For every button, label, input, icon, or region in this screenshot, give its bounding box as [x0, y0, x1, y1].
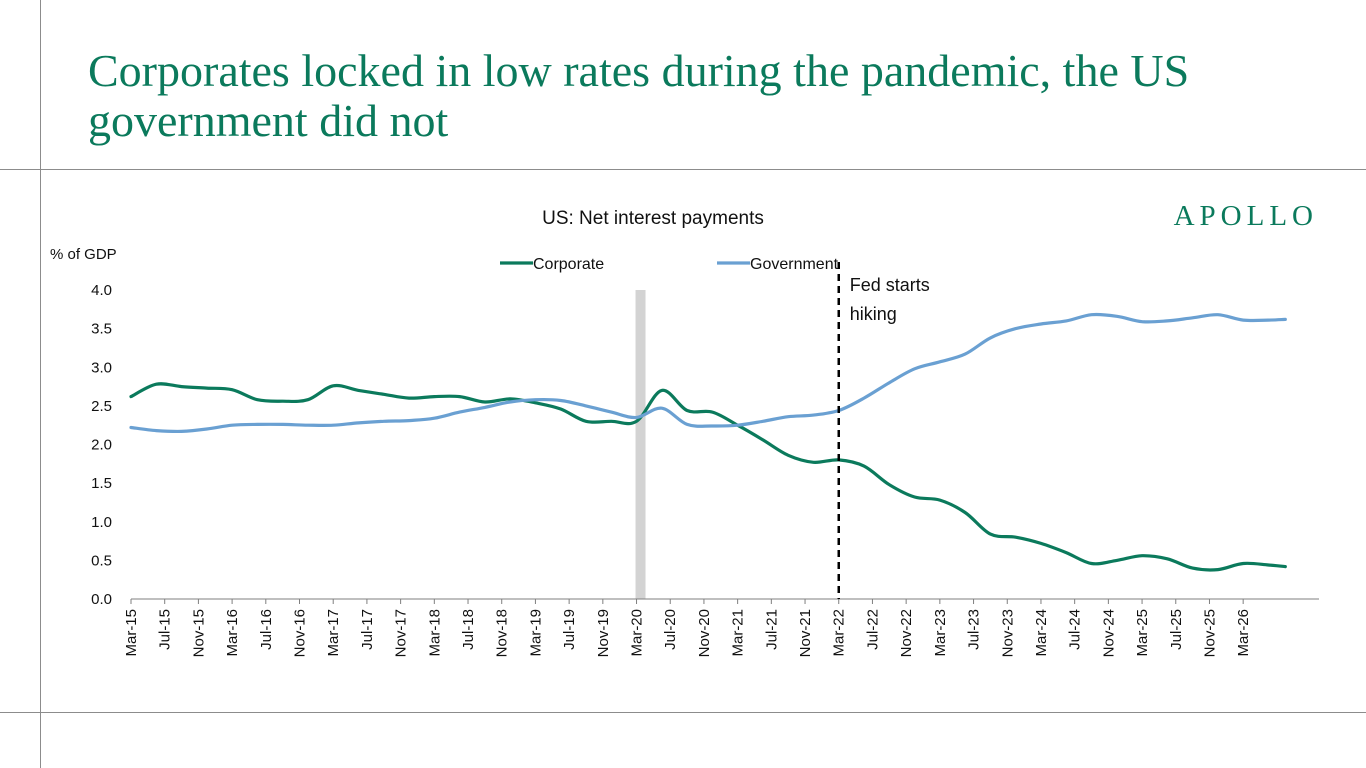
y-tick-label: 4.0 — [91, 282, 112, 299]
x-tick-label: Nov-21 — [797, 609, 814, 657]
marker-layer: Fed starts hiking — [837, 262, 930, 599]
series-line-government — [129, 312, 1287, 434]
frame-bottom-divider — [0, 712, 1366, 713]
legend-label-corporate: Corporate — [533, 256, 604, 273]
x-tick-label: Nov-24 — [1100, 609, 1117, 657]
series-layer — [129, 312, 1287, 572]
x-tick-label: Jul-22 — [864, 609, 881, 650]
x-tick-label: Nov-25 — [1201, 609, 1218, 657]
chart-title: US: Net interest payments — [542, 208, 764, 229]
x-tick-label: Mar-20 — [629, 609, 646, 657]
x-tick-label: Jul-17 — [359, 609, 376, 650]
brand-logo: APOLLO — [1173, 200, 1318, 232]
axes: 0.0 0.5 1.0 1.5 2.0 2.5 3.0 3.5 4.0 Mar-15 Jul-15 N… — [91, 282, 1319, 657]
headline: Corporates locked in low rates during th… — [88, 45, 1190, 146]
x-tick-label: Nov-23 — [999, 609, 1016, 657]
legend-label-government: Government — [750, 256, 839, 273]
x-tick-label: Jul-16 — [258, 609, 275, 650]
fed-hiking-annotation: hiking — [850, 304, 897, 324]
x-tick-label: Jul-15 — [157, 609, 174, 650]
x-tick-label: Mar-17 — [325, 609, 342, 657]
y-tick-label: 3.5 — [91, 321, 112, 338]
x-tick-label: Jul-25 — [1168, 609, 1185, 650]
x-tick-label: Mar-26 — [1235, 609, 1252, 657]
x-tick-label: Mar-22 — [831, 609, 848, 657]
x-tick-label: Nov-15 — [190, 609, 207, 657]
frame-vertical-line — [40, 0, 41, 768]
y-axis-label: % of GDP — [50, 246, 117, 263]
legend: Corporate Government — [500, 256, 839, 273]
x-tick-label: Nov-20 — [696, 609, 713, 657]
x-tick-label: Nov-19 — [595, 609, 612, 657]
x-tick-label: Nov-18 — [494, 609, 511, 657]
recession-band-layer — [635, 290, 646, 599]
y-tick-label: 2.5 — [91, 398, 112, 415]
x-tick-label: Jul-18 — [460, 609, 477, 650]
x-tick-label: Jul-23 — [966, 609, 983, 650]
x-tick-label: Nov-16 — [292, 609, 309, 657]
x-tick-label: Mar-16 — [224, 609, 241, 657]
y-tick-label: 3.0 — [91, 359, 112, 376]
x-tick-label: Mar-23 — [932, 609, 949, 657]
x-tick-label: Jul-19 — [561, 609, 578, 650]
x-tick-label: Nov-17 — [393, 609, 410, 657]
y-tick-label: 1.0 — [91, 514, 112, 531]
y-tick-label: 1.5 — [91, 475, 112, 492]
series-line-corporate — [129, 382, 1287, 572]
x-tick-label: Nov-22 — [898, 609, 915, 657]
x-tick-label: Mar-21 — [730, 609, 747, 657]
x-tick-label: Mar-15 — [123, 609, 140, 657]
frame-top-divider — [0, 169, 1366, 170]
x-tick-label: Jul-21 — [763, 609, 780, 650]
y-tick-label: 0.0 — [91, 591, 112, 608]
x-tick-label: Mar-19 — [527, 609, 544, 657]
x-tick-label: Mar-18 — [426, 609, 443, 657]
x-tick-label: Jul-20 — [662, 609, 679, 650]
y-tick-label: 2.0 — [91, 437, 112, 454]
recession-band — [635, 290, 646, 599]
x-tick-label: Mar-25 — [1134, 609, 1151, 657]
x-tick-label: Mar-24 — [1033, 609, 1050, 657]
y-tick-label: 0.5 — [91, 552, 112, 569]
x-tick-label: Jul-24 — [1067, 609, 1084, 650]
fed-hiking-annotation: Fed starts — [850, 275, 930, 295]
